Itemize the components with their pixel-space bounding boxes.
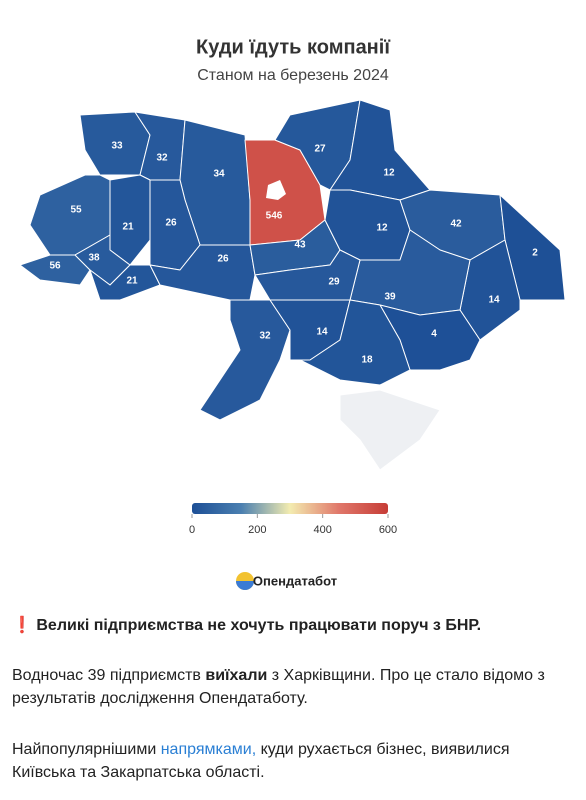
- region-label: 26: [165, 218, 177, 229]
- region-label: 18: [361, 355, 373, 366]
- region-label: 38: [88, 253, 100, 264]
- text: Найпопулярнішими: [12, 741, 161, 758]
- region-label: 14: [316, 327, 328, 338]
- region-label: 14: [488, 295, 500, 306]
- paragraph: Водночас 39 підприємств виїхали з Харків…: [12, 664, 577, 710]
- map-subtitle: Станом на березень 2024: [197, 67, 389, 84]
- bold-text: виїхали: [205, 667, 268, 684]
- region-label: 39: [384, 292, 396, 303]
- region-label: 56: [49, 261, 61, 272]
- map-title: Куди їдуть компанії: [196, 36, 390, 58]
- region: [199, 299, 291, 421]
- text: з Харківщини. Про це стало відомо з резу…: [12, 667, 545, 707]
- region-label: 32: [259, 331, 271, 342]
- map: Куди їдуть компанії Станом на березень 2…: [19, 36, 566, 590]
- text: Водночас 39 підприємств: [12, 667, 206, 684]
- region-label: 27: [314, 144, 326, 155]
- region: [109, 174, 151, 266]
- headline-text: Великі підприємства не хочуть працювати …: [36, 617, 482, 634]
- region-label: 21: [126, 276, 138, 287]
- color-scale: [192, 503, 388, 514]
- text: куди рухається бізнес, виявилися Київськ…: [12, 741, 510, 781]
- icon: ❗: [12, 617, 32, 634]
- crimea: [339, 389, 441, 471]
- region-label: 29: [328, 277, 340, 288]
- scale-label: 0: [189, 524, 195, 536]
- logo: Опендатабот: [253, 573, 337, 588]
- region-label: 4: [431, 329, 437, 340]
- region-label: 34: [213, 169, 225, 180]
- region-label: 21: [122, 222, 134, 233]
- region-label: 55: [70, 205, 82, 216]
- region-label: 26: [217, 254, 229, 265]
- region-label: 546: [266, 211, 283, 222]
- region-label: 12: [376, 223, 388, 234]
- scale-label: 400: [313, 524, 331, 536]
- region-label: 43: [294, 240, 306, 251]
- logo-icon: [236, 581, 254, 590]
- region: [299, 299, 411, 386]
- scale-label: 600: [379, 524, 397, 536]
- paragraph: Найпопулярнішими напрямками, куди рухаєт…: [12, 738, 577, 784]
- kyiv-city: [266, 180, 286, 200]
- region-label: 42: [450, 219, 462, 230]
- headline: ❗ Великі підприємства не хочуть працюват…: [12, 614, 577, 637]
- region-label: 33: [111, 141, 123, 152]
- link[interactable]: напрямками,: [160, 741, 257, 758]
- region-label: 32: [156, 153, 168, 164]
- region: [499, 194, 566, 301]
- scale-label: 200: [248, 524, 266, 536]
- region-label: 12: [383, 168, 395, 179]
- region-label: 2: [532, 248, 538, 259]
